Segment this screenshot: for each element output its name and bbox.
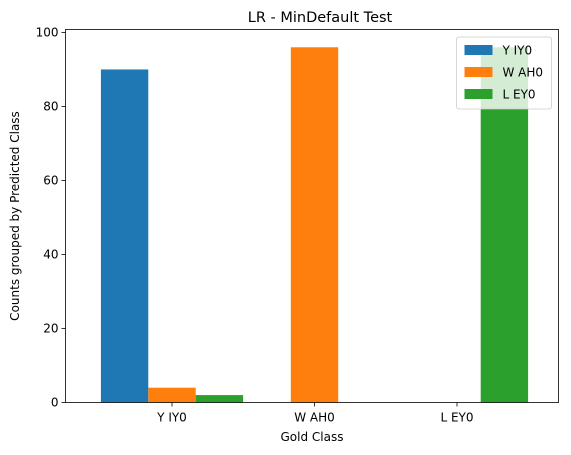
legend-swatch xyxy=(464,45,493,55)
legend-swatch xyxy=(464,67,493,77)
y-axis: 0 20 40 60 80 100 xyxy=(36,26,66,410)
x-tick-label: W AH0 xyxy=(294,411,335,425)
y-tick-label: 20 xyxy=(43,322,58,336)
x-axis-title: Gold Class xyxy=(281,430,344,444)
y-tick-label: 100 xyxy=(36,26,59,40)
bar-w-ah0-y-iy0 xyxy=(148,387,196,403)
legend-swatch xyxy=(464,89,493,99)
chart-title: LR - MinDefault Test xyxy=(248,10,393,26)
legend-label: W AH0 xyxy=(503,65,544,79)
bar-l-ey0-y-iy0 xyxy=(195,395,244,403)
bar-y-iy0-y-iy0 xyxy=(100,69,149,403)
legend-label: Y IY0 xyxy=(502,43,533,57)
plot-frame xyxy=(65,29,559,403)
y-tick-label: 40 xyxy=(43,248,58,262)
x-tick-label: L EY0 xyxy=(440,411,473,425)
y-axis-title: Counts grouped by Predicted Class xyxy=(8,111,22,321)
y-tick-label: 60 xyxy=(43,174,58,188)
y-tick-label: 80 xyxy=(43,100,58,114)
bar-w-ah0-w-ah0 xyxy=(290,47,339,403)
x-axis: Y IY0 W AH0 L EY0 xyxy=(156,402,474,425)
legend: Y IY0 W AH0 L EY0 xyxy=(456,36,552,110)
x-tick-label: Y IY0 xyxy=(156,411,187,425)
legend-label: L EY0 xyxy=(503,87,536,101)
y-tick-label: 0 xyxy=(51,396,59,410)
